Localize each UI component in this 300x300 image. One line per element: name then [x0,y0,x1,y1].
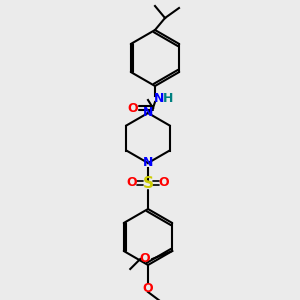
Text: O: O [139,253,150,266]
Text: O: O [128,101,138,115]
Text: O: O [159,176,169,190]
Text: O: O [127,176,137,190]
Text: S: S [142,176,154,190]
Text: H: H [163,92,173,106]
Text: O: O [143,281,153,295]
Text: N: N [154,92,164,106]
Text: N: N [143,157,153,169]
Text: N: N [143,106,153,118]
